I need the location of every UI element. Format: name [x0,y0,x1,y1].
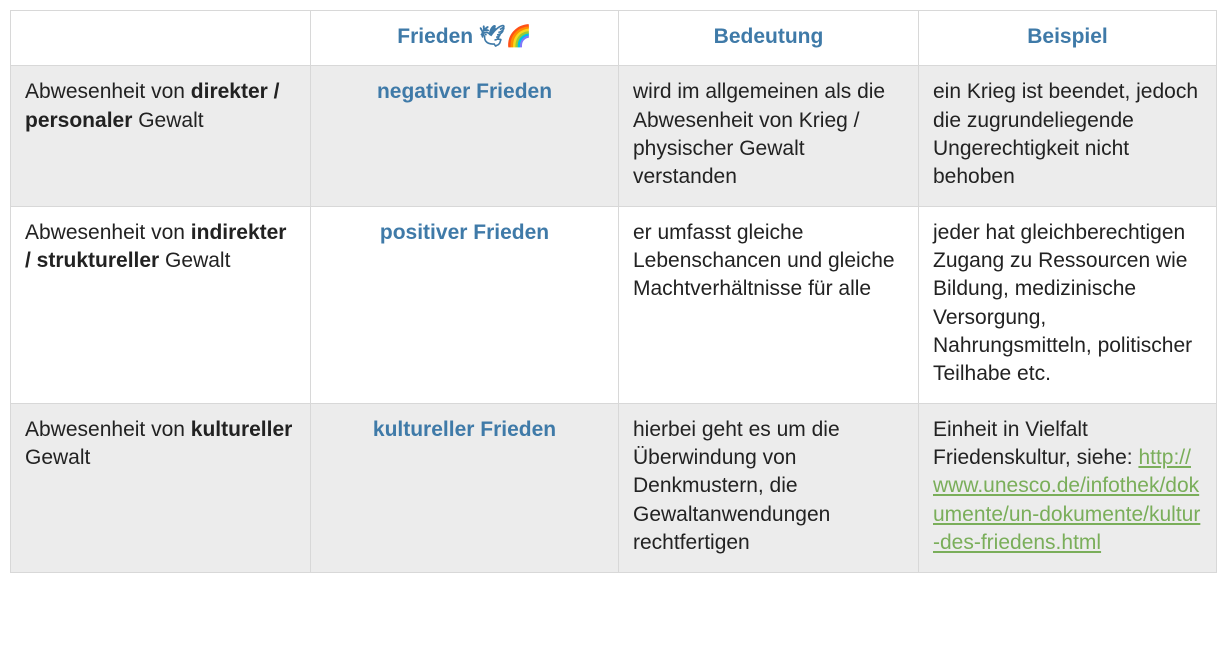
cell-bedeutung: er umfasst gleiche Lebenschancen und gle… [619,206,919,403]
table-row: Abwesenheit von kultureller Gewalt kultu… [11,403,1217,572]
cell-beispiel: ein Krieg ist beendet, jedoch die zugrun… [919,66,1217,206]
cell-beispiel: jeder hat gleichberechtigen Zugang zu Re… [919,206,1217,403]
absence-prefix: Abwesenheit von [25,418,191,441]
cell-beispiel: Einheit in Vielfalt Friedenskultur, sieh… [919,403,1217,572]
cell-absence: Abwesenheit von direkter / personaler Ge… [11,66,311,206]
cell-bedeutung: wird im allgemeinen als die Abwesenheit … [619,66,919,206]
cell-absence: Abwesenheit von indirekter / strukturell… [11,206,311,403]
col-header-beispiel: Beispiel [919,11,1217,66]
absence-suffix: Gewalt [132,109,203,132]
absence-suffix: Gewalt [25,446,90,469]
cell-frieden: kultureller Frieden [311,403,619,572]
col-header-blank [11,11,311,66]
cell-absence: Abwesenheit von kultureller Gewalt [11,403,311,572]
cell-frieden: negativer Frieden [311,66,619,206]
beispiel-text: Einheit in Vielfalt Friedenskultur, sieh… [933,418,1138,469]
absence-prefix: Abwesenheit von [25,80,191,103]
table-row: Abwesenheit von indirekter / strukturell… [11,206,1217,403]
table-header-row: Frieden 🕊🌈 Bedeutung Beispiel [11,11,1217,66]
peace-concepts-table: Frieden 🕊🌈 Bedeutung Beispiel Abwesenhei… [10,10,1217,573]
cell-frieden: positiver Frieden [311,206,619,403]
col-header-bedeutung: Bedeutung [619,11,919,66]
beispiel-text: jeder hat gleichberechtigen Zugang zu Re… [933,221,1192,386]
table-row: Abwesenheit von direkter / personaler Ge… [11,66,1217,206]
beispiel-text: ein Krieg ist beendet, jedoch die zugrun… [933,80,1198,188]
absence-suffix: Gewalt [159,249,230,272]
cell-bedeutung: hierbei geht es um die Überwindung von D… [619,403,919,572]
absence-prefix: Abwesenheit von [25,221,191,244]
absence-bold: kultureller [191,418,293,441]
col-header-frieden: Frieden 🕊🌈 [311,11,619,66]
